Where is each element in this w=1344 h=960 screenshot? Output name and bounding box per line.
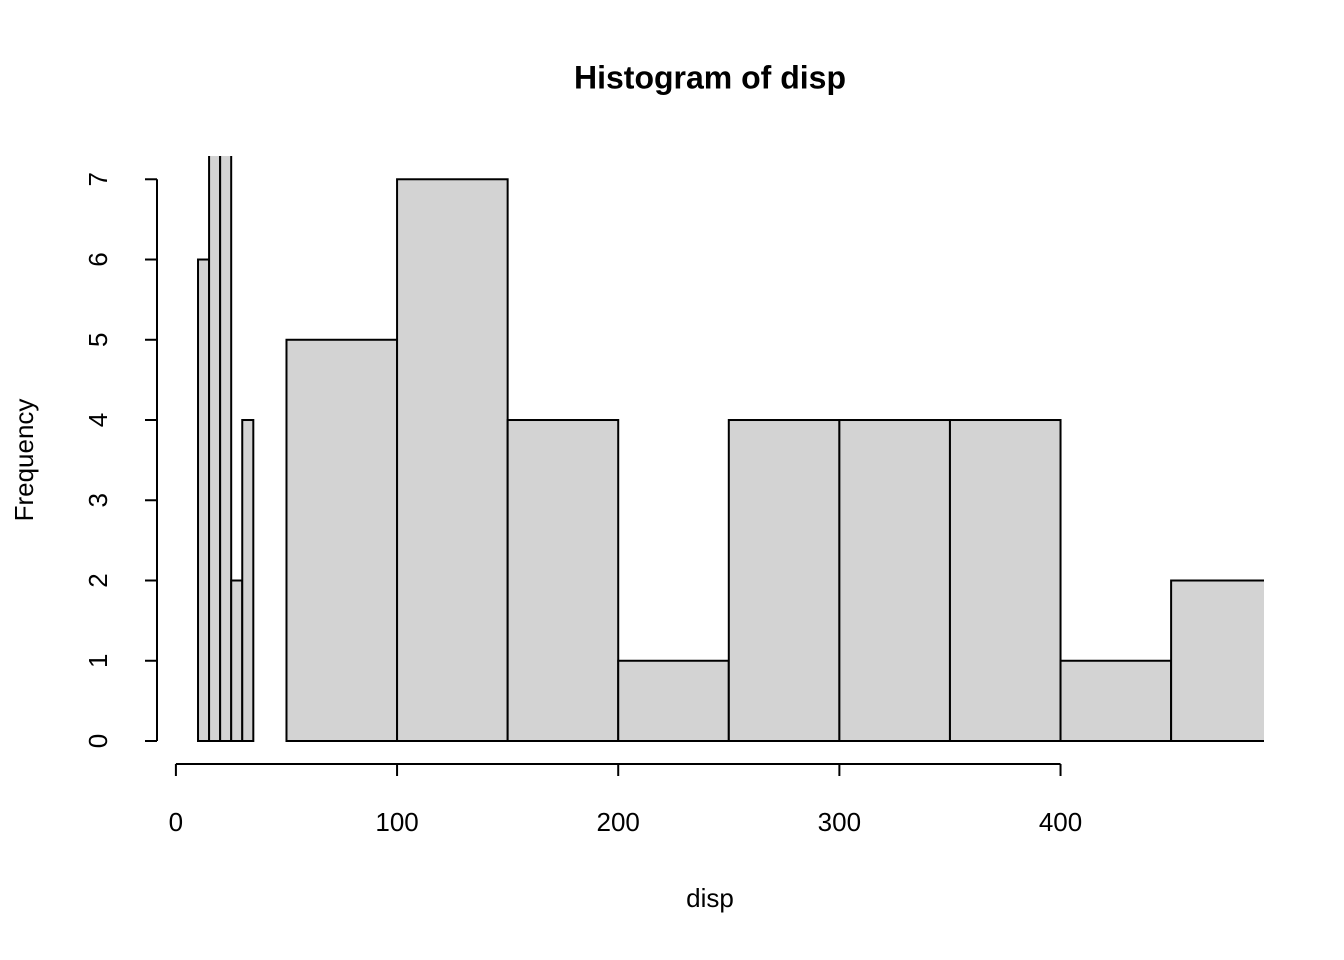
bar	[506, 419, 620, 742]
x-axis-label: disp	[686, 883, 734, 913]
bar	[396, 178, 509, 742]
bar	[208, 156, 222, 742]
bar	[219, 156, 233, 742]
y-tick-label: 3	[83, 493, 113, 507]
bar	[197, 258, 211, 742]
x-tick-label: 400	[1039, 807, 1082, 837]
y-tick-label: 1	[83, 654, 113, 668]
bar	[1170, 579, 1264, 742]
y-axis-label: Frequency	[9, 399, 39, 522]
y-tick-label: 6	[83, 252, 113, 266]
bar	[617, 659, 730, 743]
bar	[285, 338, 399, 742]
y-tick-label: 2	[83, 573, 113, 587]
y-tick-label: 5	[83, 333, 113, 347]
x-tick-label: 300	[818, 807, 861, 837]
chart-title: Histogram of disp	[574, 59, 846, 95]
bars	[197, 156, 1264, 743]
bar	[838, 419, 951, 742]
x-tick-label: 100	[375, 807, 418, 837]
x-tick-label: 0	[169, 807, 183, 837]
bar	[241, 419, 255, 742]
x-tick-label: 200	[597, 807, 640, 837]
y-tick-label: 7	[83, 172, 113, 186]
y-tick-label: 4	[83, 413, 113, 427]
bar	[948, 419, 1062, 742]
bar	[230, 579, 244, 742]
bar	[727, 419, 841, 742]
bar	[1059, 659, 1173, 743]
y-tick-label: 0	[83, 734, 113, 748]
